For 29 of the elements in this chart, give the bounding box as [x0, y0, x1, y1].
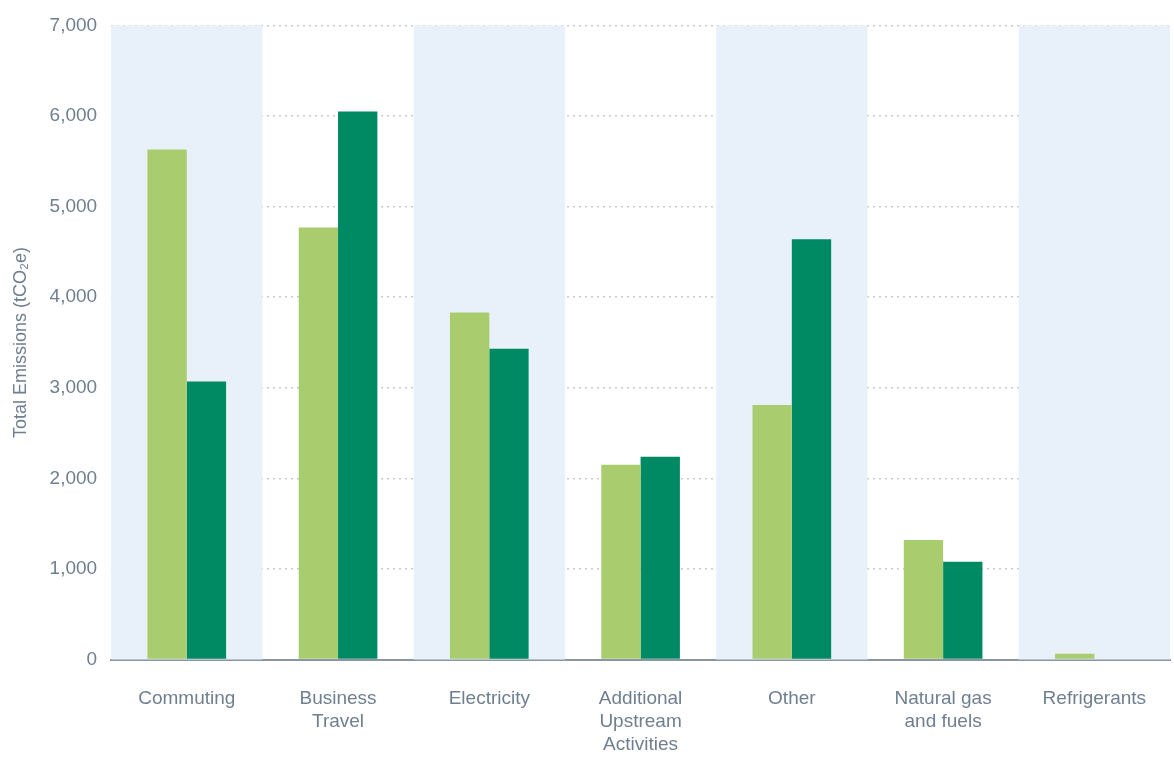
x-tick-label: Business Travel — [299, 687, 377, 732]
bar — [791, 239, 832, 659]
x-tick-label: Additional Upstream Activities — [598, 687, 683, 754]
x-tick-label: Natural gas and fuels — [894, 687, 992, 732]
bar — [147, 149, 187, 659]
x-tick-label: Commuting — [138, 687, 236, 709]
bar — [186, 381, 227, 659]
y-tick-label: 1,000 — [49, 557, 98, 579]
bar — [338, 111, 378, 659]
y-tick-label: 2,000 — [49, 466, 98, 488]
bar — [601, 464, 641, 659]
bar — [903, 540, 944, 659]
y-tick-label: 7,000 — [49, 13, 98, 35]
y-tick-label: 4,000 — [49, 285, 98, 307]
y-tick-label: 6,000 — [49, 104, 98, 126]
bar — [640, 456, 680, 659]
x-tick-label: Electricity — [448, 687, 531, 709]
bar — [943, 561, 983, 659]
bar — [1055, 653, 1095, 659]
bar — [449, 312, 490, 659]
y-tick-label: 0 — [86, 647, 98, 669]
bar — [489, 348, 529, 659]
bar — [752, 405, 792, 659]
bar — [298, 227, 339, 659]
y-tick-label: 3,000 — [49, 376, 98, 398]
y-tick-label: 5,000 — [49, 194, 98, 216]
y-axis-title: Total Emissions (tCO₂e) — [9, 246, 30, 439]
x-tick-label: Other — [768, 687, 817, 709]
x-tick-label: Refrigerants — [1042, 687, 1147, 709]
